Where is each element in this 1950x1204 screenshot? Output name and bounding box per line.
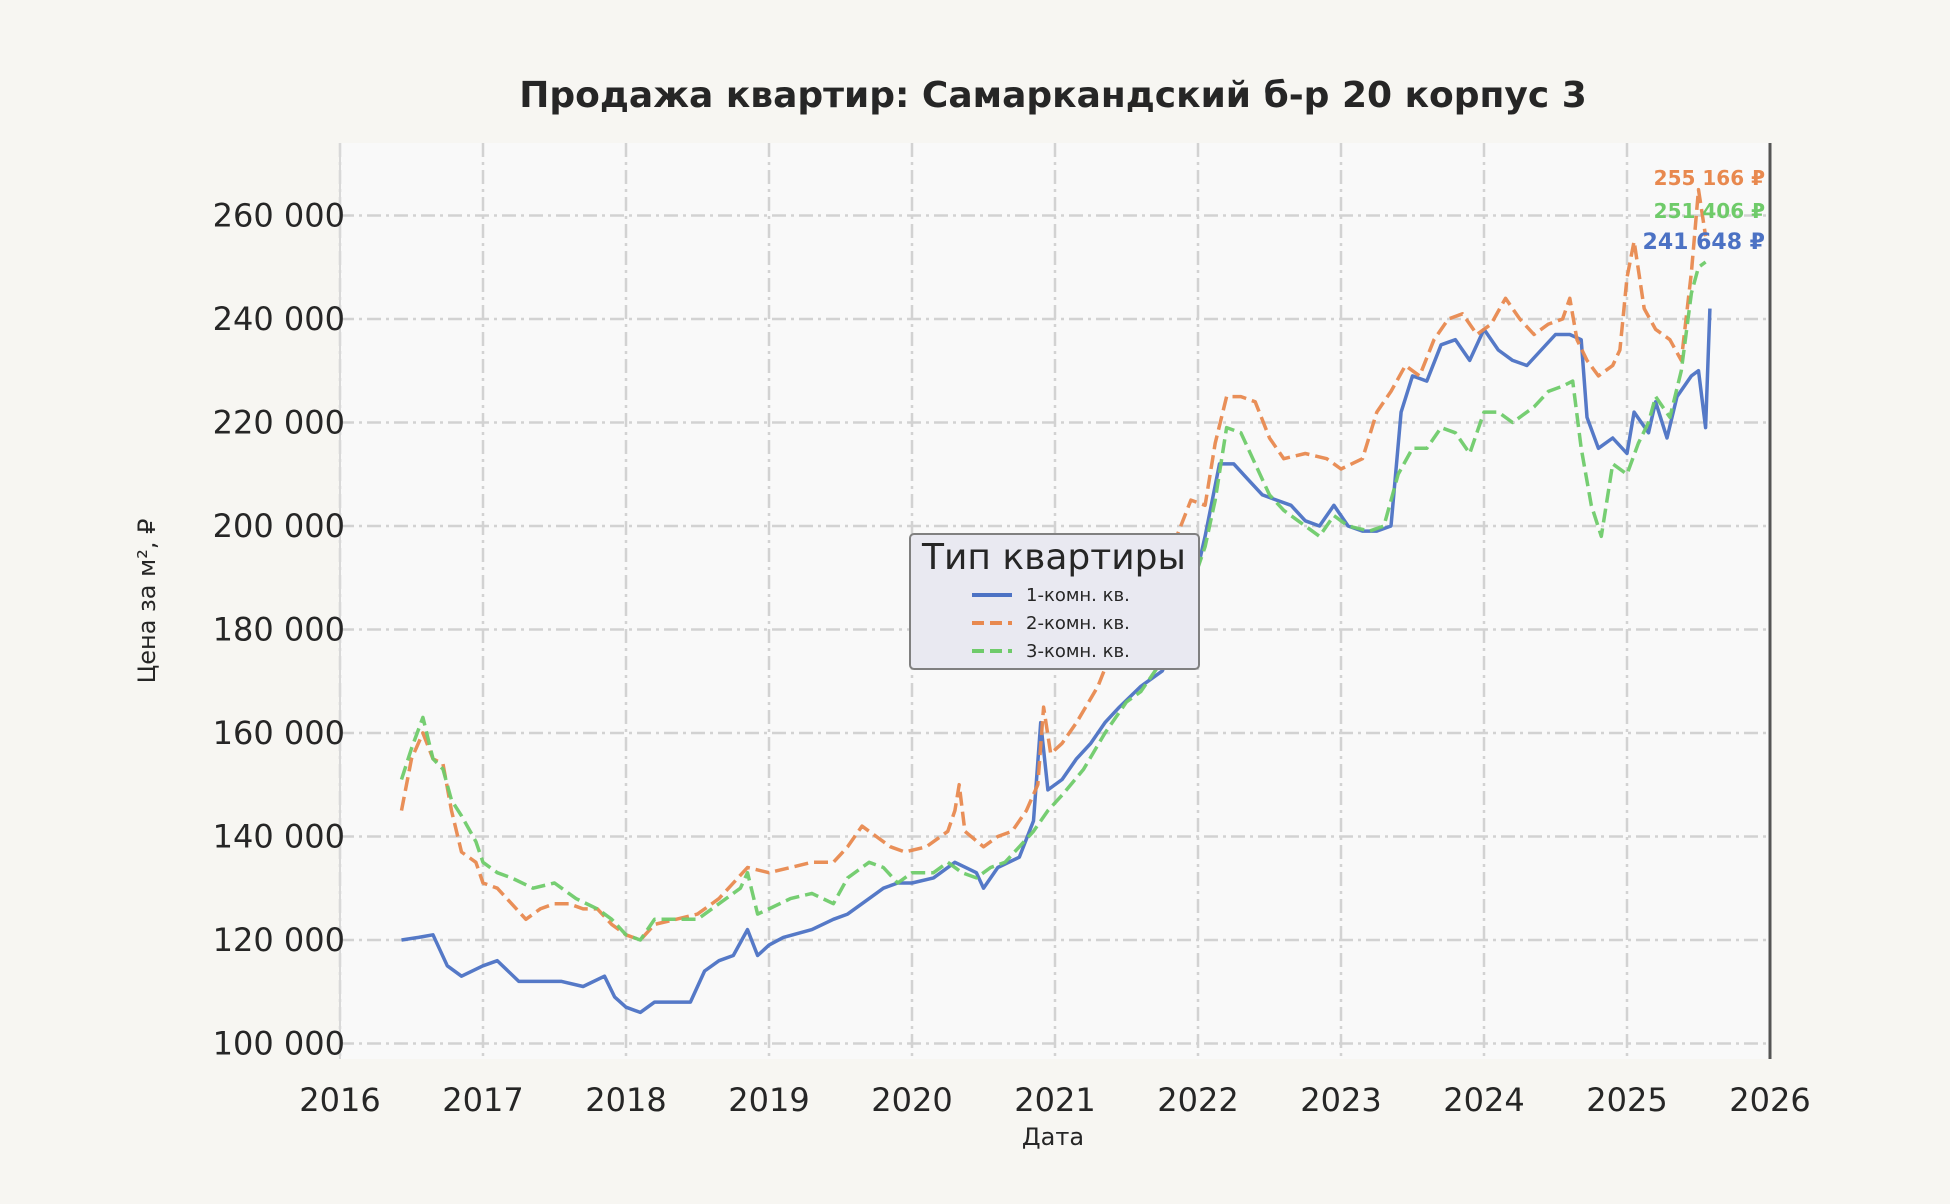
last-value-label-2: 255 166 ₽ xyxy=(1654,166,1765,190)
x-tick-label: 2016 xyxy=(299,1081,380,1119)
x-tick-label: 2022 xyxy=(1157,1081,1238,1119)
legend-box xyxy=(909,533,1200,670)
y-tick-label: 260 000 xyxy=(213,196,345,234)
x-tick-label: 2023 xyxy=(1300,1081,1381,1119)
x-tick-label: 2025 xyxy=(1586,1081,1667,1119)
y-tick-label: 180 000 xyxy=(213,610,345,648)
y-tick-label: 200 000 xyxy=(213,507,345,545)
x-tick-label: 2026 xyxy=(1729,1081,1810,1119)
last-value-label-3: 251 406 ₽ xyxy=(1654,199,1765,223)
x-tick-label: 2020 xyxy=(871,1081,952,1119)
y-tick-label: 140 000 xyxy=(213,817,345,855)
last-value-label-1: 241 648 ₽ xyxy=(1643,230,1765,255)
x-tick-label: 2024 xyxy=(1443,1081,1524,1119)
legend-title: Тип квартиры xyxy=(921,537,1186,578)
y-tick-label: 100 000 xyxy=(213,1024,345,1062)
legend-label-2: 2-комн. кв. xyxy=(1026,613,1130,634)
legend: Тип квартиры 1-комн. кв. 2-комн. кв. 3-к… xyxy=(909,533,1200,670)
grid-layer xyxy=(338,143,1772,1059)
y-tick-label: 120 000 xyxy=(213,921,345,959)
y-axis-label: Цена за м², ₽ xyxy=(133,519,161,684)
series-layer xyxy=(399,187,1712,1015)
y-tick-label: 240 000 xyxy=(213,300,345,338)
x-tick-label: 2017 xyxy=(442,1081,523,1119)
tick-layer: 2016 2017 2018 2019 2020 2021 2022 2023 2024 2025… xyxy=(213,196,1811,1119)
series-line-1 xyxy=(401,308,1712,1015)
legend-label-1: 1-комн. кв. xyxy=(1026,585,1130,606)
legend-label-3: 3-комн. кв. xyxy=(1026,641,1130,662)
last-value-labels: 255 166 ₽ 251 406 ₽ 241 648 ₽ xyxy=(1643,166,1766,255)
series-line-3 xyxy=(399,260,1707,942)
x-tick-label: 2021 xyxy=(1014,1081,1095,1119)
y-tick-label: 220 000 xyxy=(213,403,345,441)
y-tick-label: 160 000 xyxy=(213,714,345,752)
chart-title: Продажа квартир: Самаркандский б-р 20 ко… xyxy=(519,75,1587,116)
x-tick-label: 2019 xyxy=(728,1081,809,1119)
x-axis-label: Дата xyxy=(1022,1123,1084,1151)
x-tick-label: 2018 xyxy=(585,1081,666,1119)
